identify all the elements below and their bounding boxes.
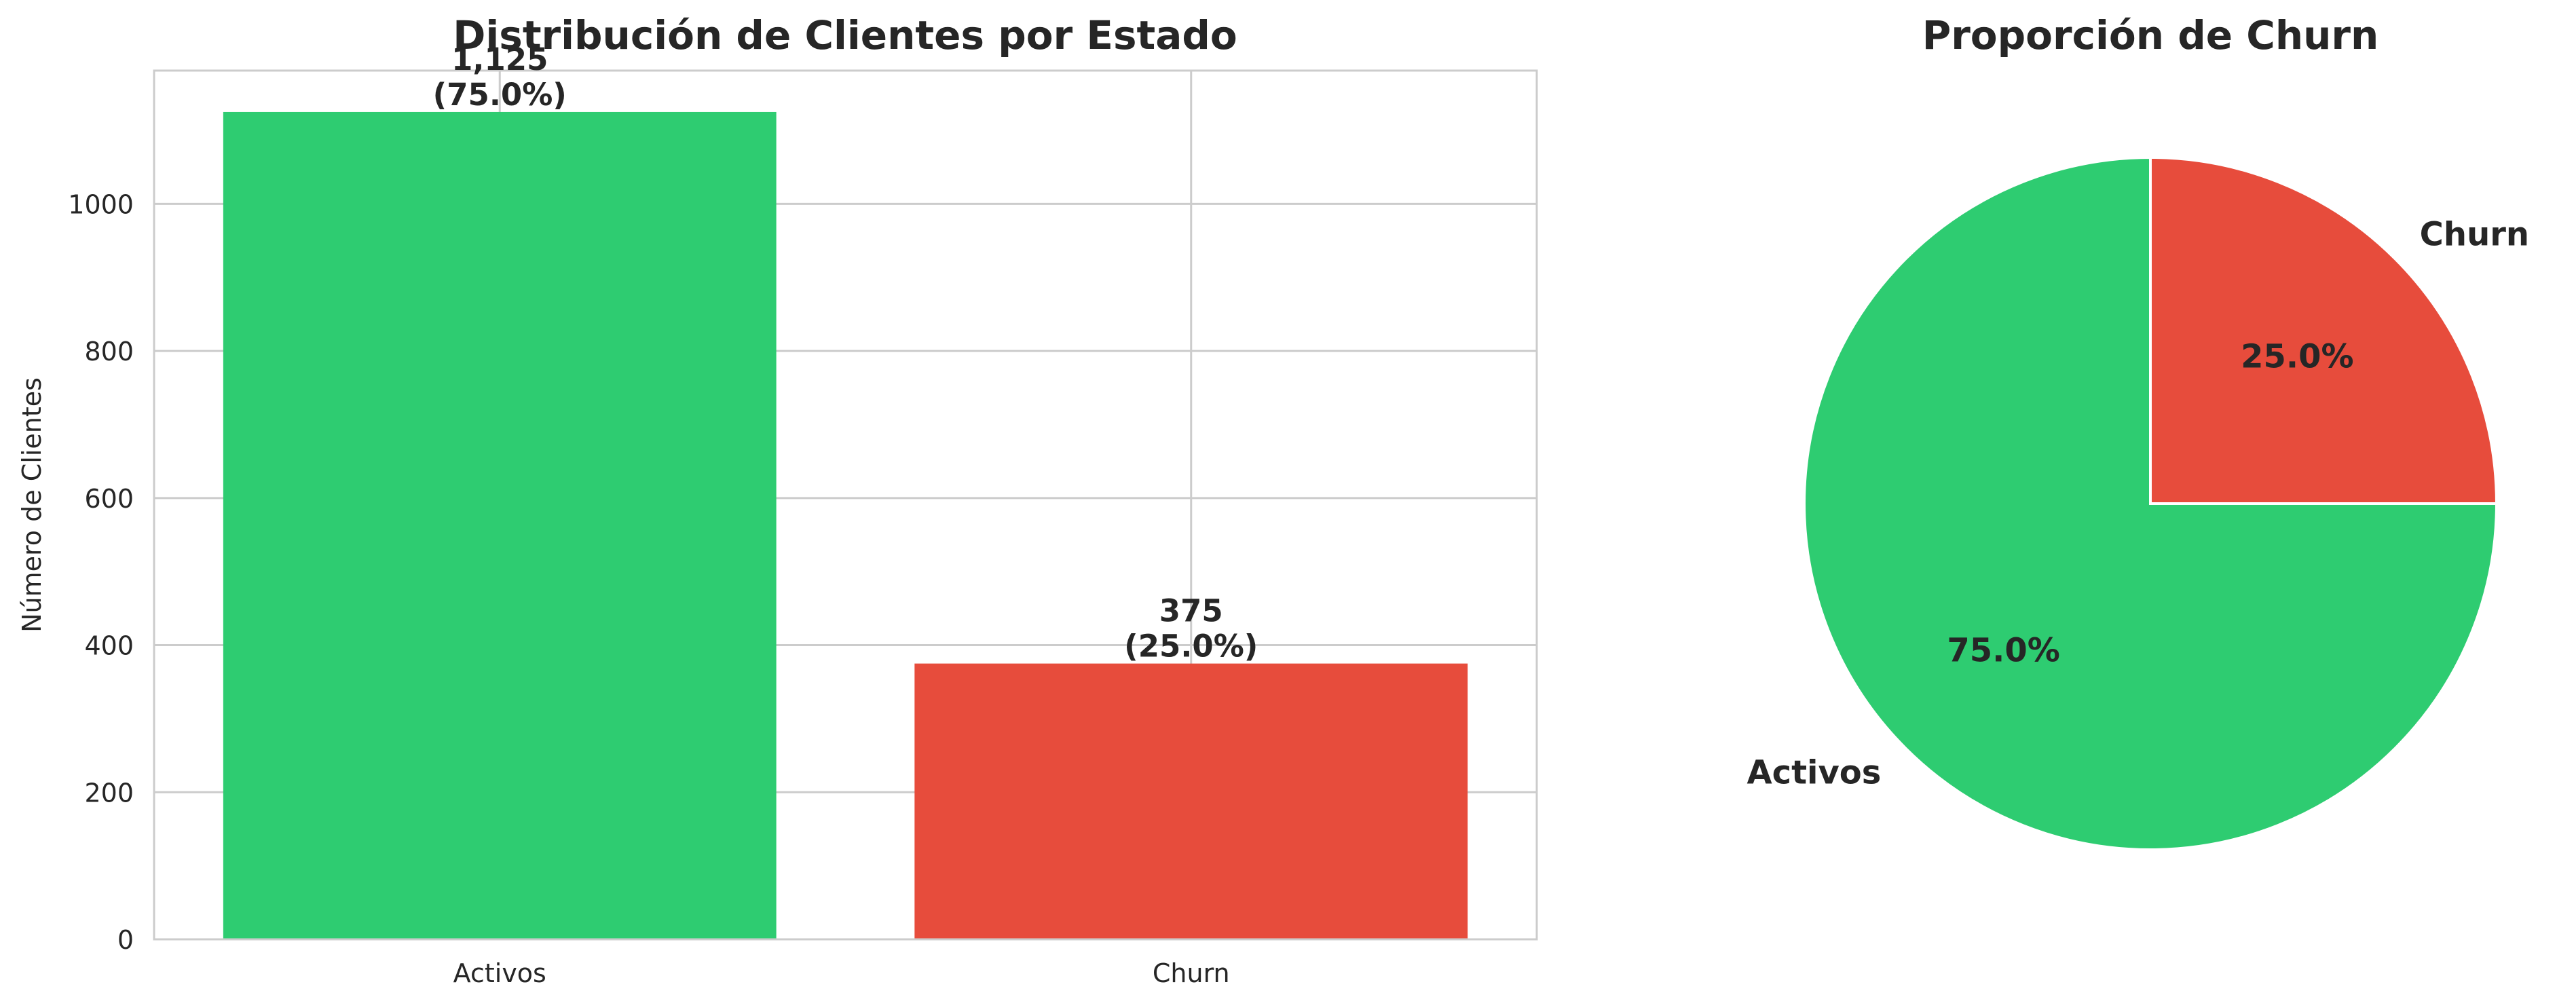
bar-data-label: 375 (25.0%): [1124, 593, 1258, 664]
pie-percent-label: 25.0%: [2241, 338, 2354, 376]
y-tick-label: 1000: [68, 189, 134, 219]
pie-slice-churn: [2149, 155, 2499, 505]
bar-activos: [223, 111, 777, 939]
bar-data-labels: 1,125 (75.0%) 375 (25.0%): [433, 41, 1258, 664]
pie-category-label: Churn: [2420, 215, 2529, 253]
pie-category-label: Activos: [1747, 754, 1881, 792]
pie-category-labels: Activos Churn: [1747, 215, 2529, 791]
pie-percent-label: 75.0%: [1947, 631, 2060, 669]
pie-percent-labels: 75.0% 25.0%: [1947, 338, 2353, 670]
bar-data-label: 1,125 (75.0%): [433, 41, 567, 113]
bar-series: [223, 111, 1468, 939]
y-tick-label: 0: [117, 925, 134, 955]
bar-chart-y-axis-label: Número de Clientes: [17, 377, 47, 633]
x-tick-label: Churn: [1153, 958, 1230, 988]
bar-chart: 0 200 400 600 800 1000 Activos Churn 1,125 (75.…: [17, 12, 1538, 988]
bar-plot-frame: [153, 69, 1538, 941]
y-tick-label: 800: [84, 337, 134, 366]
y-tick-label: 200: [84, 778, 134, 808]
pie-slice-activos: [1803, 155, 2499, 851]
y-tick-label: 600: [84, 484, 134, 514]
bar-chart-title: Distribución de Clientes por Estado: [453, 12, 1237, 58]
x-tick-labels: Activos Churn: [453, 958, 1230, 988]
pie-chart: 75.0% 25.0% Activos Churn Proporción de Ch…: [1747, 12, 2529, 851]
pie-slices: [1803, 155, 2499, 851]
y-tick-label: 400: [84, 631, 134, 661]
y-tick-labels: 0 200 400 600 800 1000: [68, 189, 134, 955]
x-tick-label: Activos: [453, 958, 546, 988]
pie-chart-title: Proporción de Churn: [1922, 12, 2379, 58]
bar-churn: [914, 663, 1468, 939]
